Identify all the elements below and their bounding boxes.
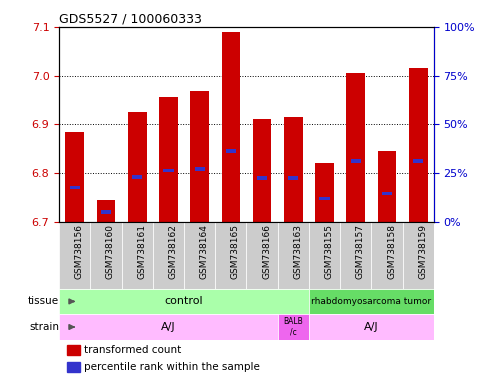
Text: GSM738161: GSM738161 — [137, 224, 146, 279]
Bar — [122, 222, 153, 289]
Bar — [288, 176, 298, 180]
Bar — [315, 163, 334, 222]
Bar — [59, 314, 278, 340]
Bar — [101, 210, 111, 214]
Bar — [278, 314, 309, 340]
Text: tissue: tissue — [28, 296, 59, 306]
Text: strain: strain — [29, 322, 59, 332]
Bar — [184, 222, 215, 289]
Bar — [59, 289, 309, 314]
Text: GSM738163: GSM738163 — [293, 224, 302, 279]
Bar — [67, 345, 80, 355]
Bar — [278, 222, 309, 289]
Text: rhabdomyosarcoma tumor: rhabdomyosarcoma tumor — [312, 297, 431, 306]
Text: control: control — [165, 296, 204, 306]
Text: percentile rank within the sample: percentile rank within the sample — [83, 362, 259, 372]
Text: A/J: A/J — [364, 322, 379, 332]
Bar — [309, 289, 434, 314]
Bar — [90, 222, 122, 289]
Bar — [221, 32, 240, 222]
Bar — [340, 222, 371, 289]
Bar — [246, 222, 278, 289]
Bar — [59, 222, 90, 289]
Text: GSM738159: GSM738159 — [418, 224, 427, 279]
Text: A/J: A/J — [161, 322, 176, 332]
Text: BALB
/c: BALB /c — [283, 317, 303, 337]
Bar — [319, 197, 330, 200]
Text: GSM738160: GSM738160 — [106, 224, 115, 279]
Text: GSM738162: GSM738162 — [169, 224, 177, 278]
Text: GSM738155: GSM738155 — [324, 224, 334, 279]
Bar — [378, 151, 396, 222]
Bar — [413, 159, 423, 162]
Bar — [70, 186, 80, 189]
Text: GSM738166: GSM738166 — [262, 224, 271, 279]
Bar — [351, 159, 361, 162]
Bar — [163, 169, 174, 172]
Text: GSM738157: GSM738157 — [356, 224, 365, 279]
Bar — [309, 222, 340, 289]
Text: GSM738156: GSM738156 — [75, 224, 84, 279]
Bar — [215, 222, 246, 289]
Bar — [371, 222, 403, 289]
Bar — [153, 222, 184, 289]
Text: GSM738158: GSM738158 — [387, 224, 396, 279]
Bar — [190, 91, 209, 222]
Bar — [128, 112, 146, 222]
Bar — [66, 132, 84, 222]
Bar — [253, 119, 272, 222]
Bar — [382, 192, 392, 195]
Text: GSM738164: GSM738164 — [200, 224, 209, 278]
Bar — [97, 200, 115, 222]
Text: GSM738165: GSM738165 — [231, 224, 240, 279]
Bar — [409, 68, 427, 222]
Bar — [67, 362, 80, 372]
Bar — [284, 117, 303, 222]
Text: transformed count: transformed count — [83, 345, 181, 355]
Bar — [132, 175, 142, 179]
Bar — [257, 176, 267, 180]
Bar — [309, 314, 434, 340]
Text: GDS5527 / 100060333: GDS5527 / 100060333 — [59, 13, 202, 26]
Bar — [226, 149, 236, 153]
Bar — [347, 73, 365, 222]
Bar — [403, 222, 434, 289]
Bar — [195, 167, 205, 171]
Bar — [159, 98, 178, 222]
